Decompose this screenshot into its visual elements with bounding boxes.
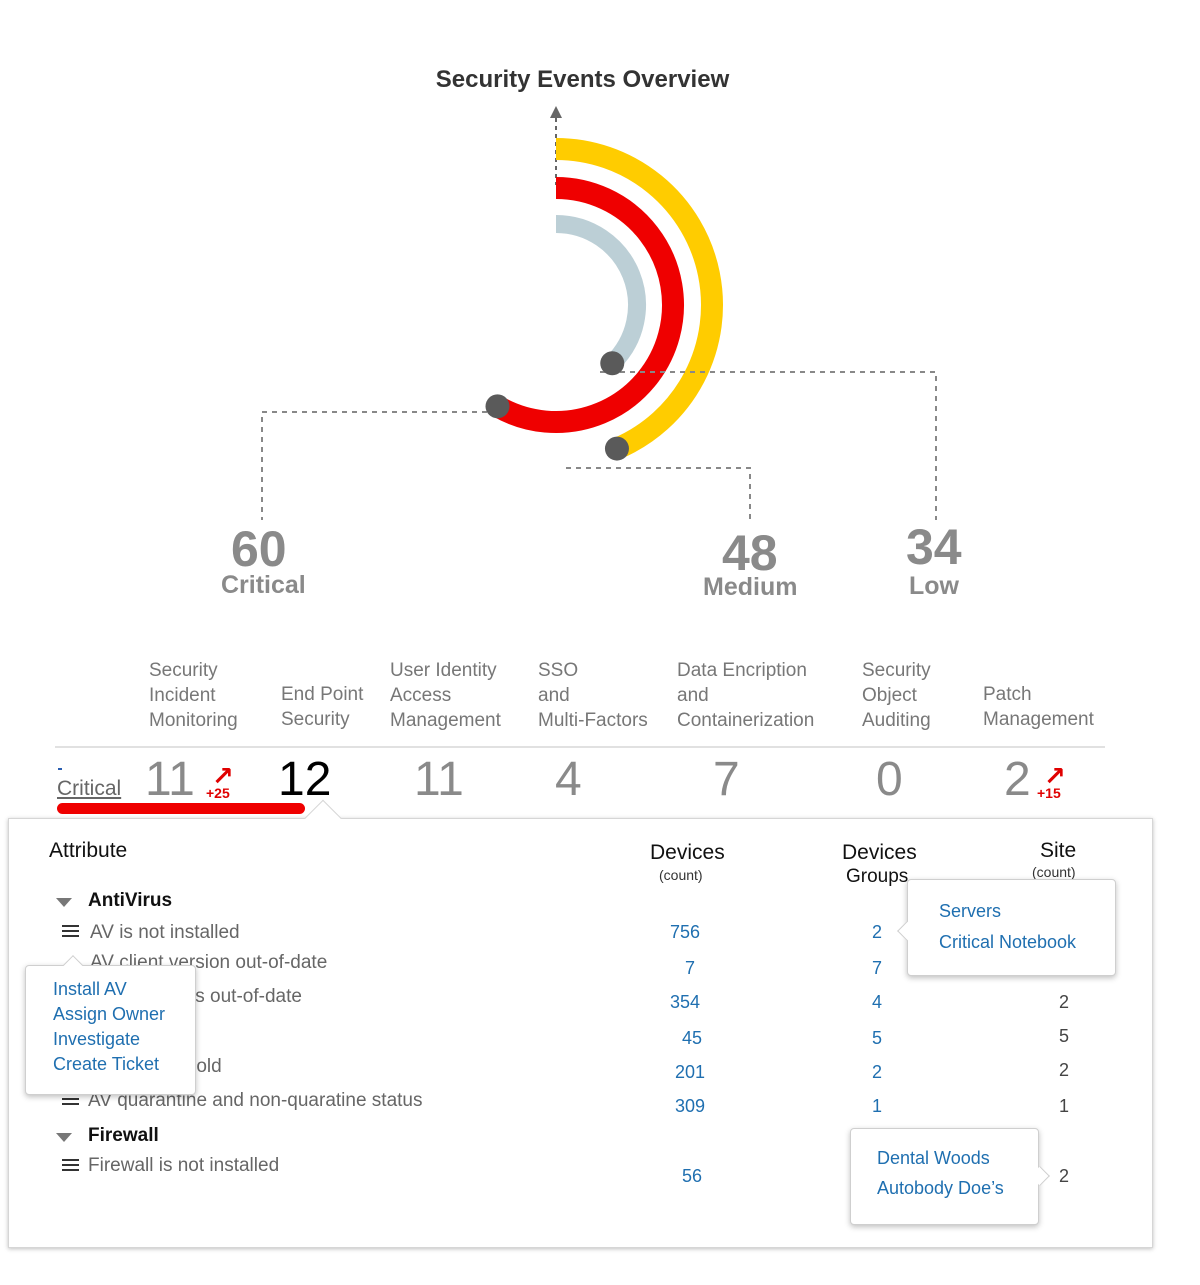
metric-identity-access[interactable]: 11 (414, 753, 464, 806)
groups-count-link[interactable]: 2 (871, 1062, 882, 1082)
menu-item-create-ticket[interactable]: Create Ticket (53, 1054, 160, 1074)
sites-popup: Dental Woods Autobody Doe’s (850, 1128, 1050, 1225)
metric-endpoint-security[interactable]: 12 (278, 753, 332, 806)
attribute-label: Firewall is not installed (88, 1155, 280, 1176)
radial-chart (261, 106, 937, 522)
low-arc (555, 215, 646, 370)
low-count: 34 (906, 519, 962, 575)
metric-data-encryption[interactable]: 7 (713, 753, 740, 806)
row-menu-icon[interactable] (62, 925, 79, 939)
column-header-sso: SSO and Multi-Factors (538, 660, 648, 731)
site-count: 1 (1058, 1096, 1069, 1116)
column-header-data-encryption: Data Encription and Containerization (677, 660, 815, 731)
medium-count: 48 (722, 525, 778, 581)
metric-object-auditing[interactable]: 0 (876, 753, 903, 806)
site-count: 5 (1058, 1026, 1069, 1046)
devices-count-link[interactable]: 354 (669, 992, 701, 1012)
groups-count-link[interactable]: 5 (871, 1028, 882, 1048)
attribute-label: AV quarantine and non-quaratine status (88, 1090, 423, 1111)
devices-count-link[interactable]: 45 (681, 1028, 703, 1048)
metric-patch-management[interactable]: 2 (1004, 753, 1031, 806)
devices-count-link[interactable]: 56 (681, 1166, 703, 1186)
group-link-servers[interactable]: Servers (939, 901, 1002, 921)
low-label: Low (909, 572, 959, 600)
metric-sso[interactable]: 4 (555, 753, 582, 806)
medium-leader (566, 467, 751, 522)
chart-title: Security Events Overview (435, 66, 730, 93)
metric-incident-monitoring[interactable]: 11 (145, 753, 195, 806)
column-header-endpoint-security: End Point Security (281, 684, 364, 730)
groups-count-link[interactable]: 4 (871, 992, 882, 1012)
medium-arc (555, 138, 723, 459)
header-divider (55, 746, 1105, 748)
group-firewall[interactable]: Firewall (88, 1125, 159, 1146)
groups-count-link[interactable]: 7 (871, 958, 882, 978)
menu-item-investigate[interactable]: Investigate (53, 1029, 141, 1049)
low-leader (600, 371, 937, 520)
critical-label: Critical (221, 571, 306, 599)
critical-row-link[interactable]: Critical (57, 777, 122, 800)
site-count: 2 (1058, 1166, 1069, 1186)
medium-label: Medium (703, 573, 798, 601)
trend-patch-management: +15 (1037, 785, 1061, 801)
menu-item-install-av[interactable]: Install AV (53, 979, 127, 999)
groups-count-link[interactable]: 1 (871, 1096, 882, 1116)
column-header-identity-access: User Identity Access Management (390, 660, 501, 731)
critical-progress-bar (57, 803, 305, 814)
menu-item-assign-owner[interactable]: Assign Owner (53, 1004, 166, 1024)
groups-subheader: Groups (846, 866, 909, 887)
column-header-patch-management: Patch Management (983, 684, 1094, 730)
medium-arc-end-marker (604, 436, 629, 461)
site-subheader: (count) (1032, 864, 1076, 880)
devices-header: Devices (650, 841, 725, 864)
row-menu-icon[interactable] (62, 1093, 79, 1107)
devices-count-link[interactable]: 756 (669, 922, 701, 942)
row-menu-icon[interactable] (62, 1159, 79, 1173)
row-marker (58, 768, 62, 770)
group-antivirus[interactable]: AntiVirus (88, 890, 173, 911)
critical-arc (492, 177, 684, 433)
column-header-object-auditing: Security Object Auditing (862, 660, 931, 731)
collapse-caret-icon[interactable] (56, 1133, 72, 1142)
attribute-header: Attribute (49, 839, 128, 862)
site-count: 2 (1058, 992, 1069, 1012)
site-header: Site (1040, 839, 1077, 862)
attribute-label: AV is not installed (90, 922, 240, 943)
trend-up-arrow-icon: ↗ (1044, 761, 1066, 791)
devices-count-link[interactable]: 7 (684, 958, 695, 978)
critical-arc-end-marker (485, 394, 510, 419)
row-action-menu: Install AV Assign Owner Investigate Crea… (25, 955, 196, 1095)
devices-count-link[interactable]: 201 (674, 1062, 706, 1082)
devices-subheader: (count) (659, 867, 703, 883)
site-link-dental-woods[interactable]: Dental Woods (877, 1148, 990, 1168)
site-link-autobody-does[interactable]: Autobody Doe’s (877, 1178, 1004, 1198)
low-arc-end-marker (600, 351, 625, 376)
groups-count-link[interactable]: 2 (871, 922, 882, 942)
site-count: 2 (1058, 1060, 1069, 1080)
device-groups-popup: Servers Critical Notebook (897, 879, 1116, 976)
group-link-critical-notebook[interactable]: Critical Notebook (939, 932, 1077, 952)
critical-leader (261, 411, 497, 520)
axis-arrow (550, 106, 562, 118)
trend-incident-monitoring: +25 (206, 785, 230, 801)
column-header-incident-monitoring: Security Incident Monitoring (149, 660, 238, 731)
trend-up-arrow-icon: ↗ (212, 761, 234, 791)
groups-header: Devices (842, 841, 917, 864)
critical-count: 60 (231, 521, 287, 577)
devices-count-link[interactable]: 309 (674, 1096, 706, 1116)
collapse-caret-icon[interactable] (56, 898, 72, 907)
